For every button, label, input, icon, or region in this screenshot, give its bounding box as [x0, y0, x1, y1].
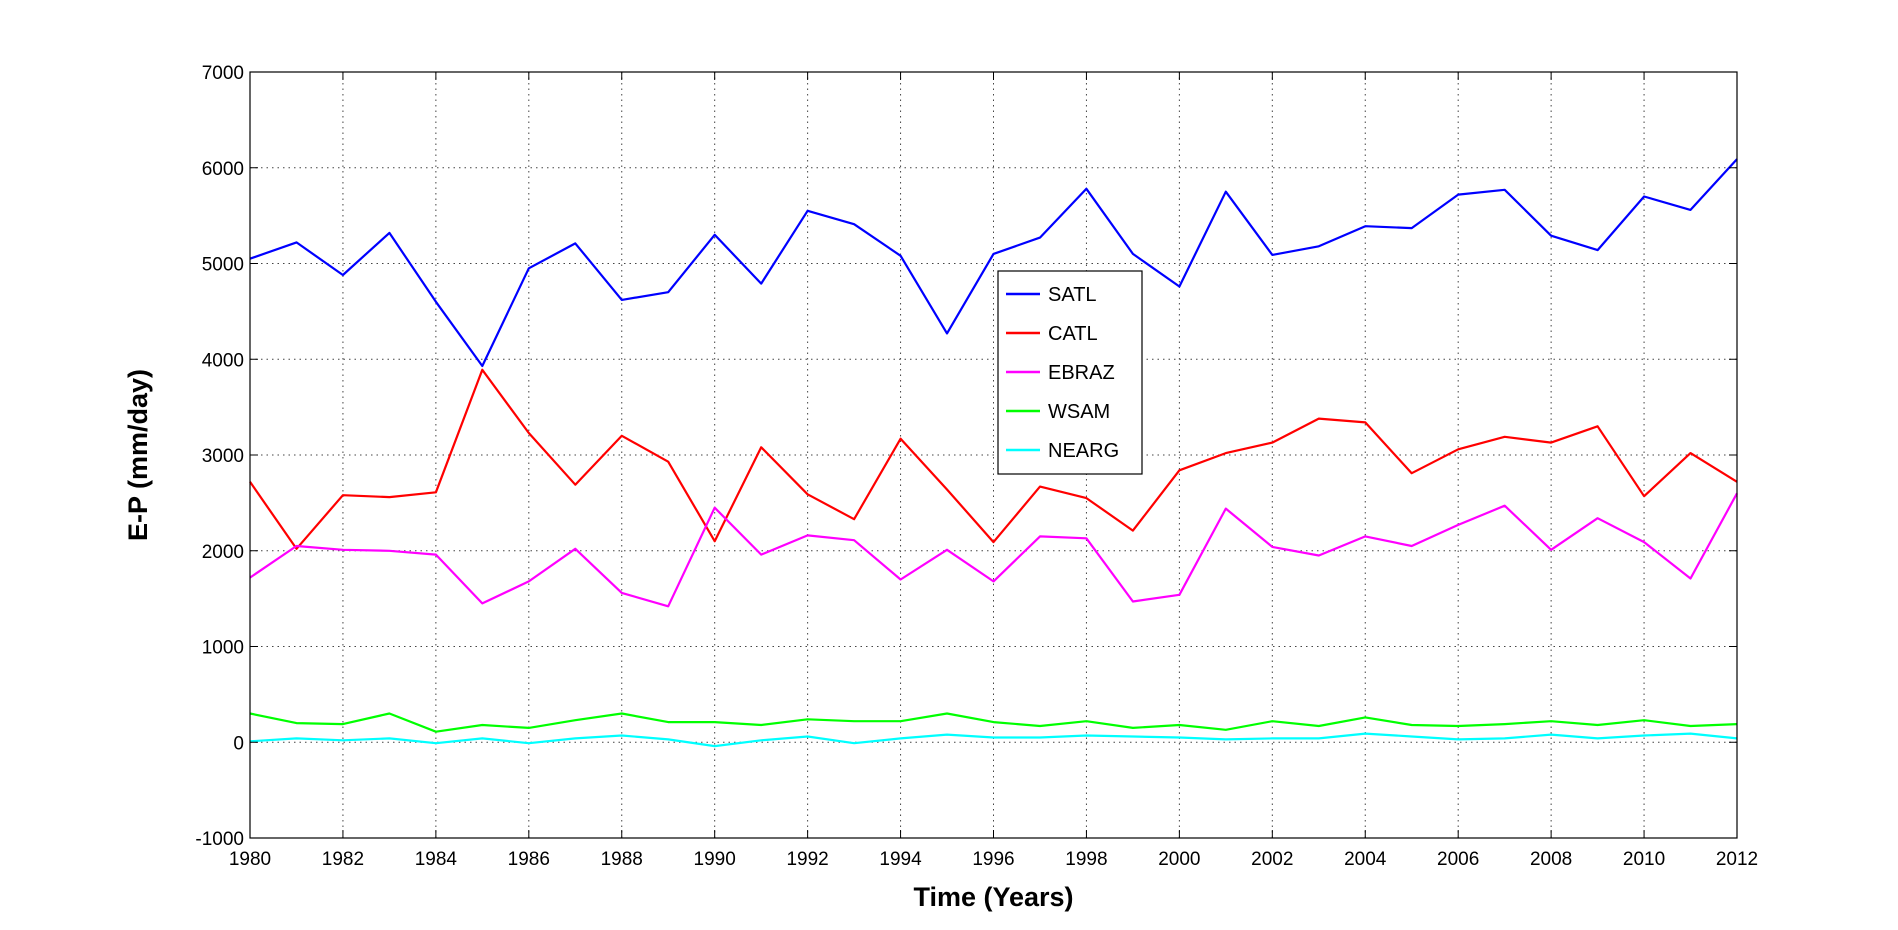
x-tick-label: 1984	[415, 849, 458, 870]
legend-label-catl: CATL	[1048, 323, 1098, 345]
x-tick-label: 2000	[1158, 849, 1200, 870]
series-line-nearg	[249, 732, 1738, 748]
x-tick-label: 1998	[1065, 849, 1107, 870]
x-tick-label: 2004	[1344, 849, 1387, 870]
x-tick-label: 2010	[1623, 849, 1665, 870]
series-line-ebraz	[249, 492, 1738, 608]
y-tick-label: 4000	[202, 350, 244, 371]
y-tick-label: 5000	[202, 255, 244, 276]
x-tick-label: 1996	[972, 849, 1014, 870]
series-line-wsam	[249, 712, 1738, 733]
x-tick-label: 1994	[879, 849, 922, 870]
x-tick-label: 2008	[1530, 849, 1572, 870]
legend-label-nearg: NEARG	[1048, 440, 1119, 462]
y-tick-label: 6000	[202, 159, 244, 180]
y-axis-title: E-P (mm/day)	[123, 369, 153, 541]
x-axis-title: Time (Years)	[913, 882, 1073, 912]
x-tick-label: 1982	[322, 849, 364, 870]
y-tick-label: 0	[233, 733, 244, 754]
series-line-catl	[249, 368, 1738, 550]
y-tick-label: 1000	[202, 638, 244, 659]
series-line-satl	[249, 158, 1738, 368]
y-tick-label: 3000	[202, 446, 244, 467]
series-lines	[249, 158, 1738, 748]
x-tick-label: 2002	[1251, 849, 1293, 870]
x-tick-label: 1992	[786, 849, 828, 870]
legend-label-satl: SATL	[1048, 284, 1097, 306]
x-tick-label: 1988	[601, 849, 643, 870]
grid	[250, 72, 1737, 838]
y-tick-label: -1000	[195, 829, 244, 850]
y-tick-label: 2000	[202, 542, 244, 563]
x-tick-label: 2012	[1716, 849, 1758, 870]
legend: SATL CATL EBRAZ WSAM NEARG	[997, 270, 1143, 475]
legend-label-wsam: WSAM	[1048, 401, 1110, 423]
axis-ticks: 1980 1982 1984 1986 1988 1990 1992 1994 1996 1998…	[195, 63, 1758, 870]
x-tick-label: 2006	[1437, 849, 1479, 870]
y-tick-label: 7000	[202, 63, 244, 84]
x-tick-label: 1990	[694, 849, 736, 870]
x-tick-label: 1986	[508, 849, 550, 870]
x-tick-label: 1980	[229, 849, 271, 870]
legend-label-ebraz: EBRAZ	[1048, 362, 1115, 384]
